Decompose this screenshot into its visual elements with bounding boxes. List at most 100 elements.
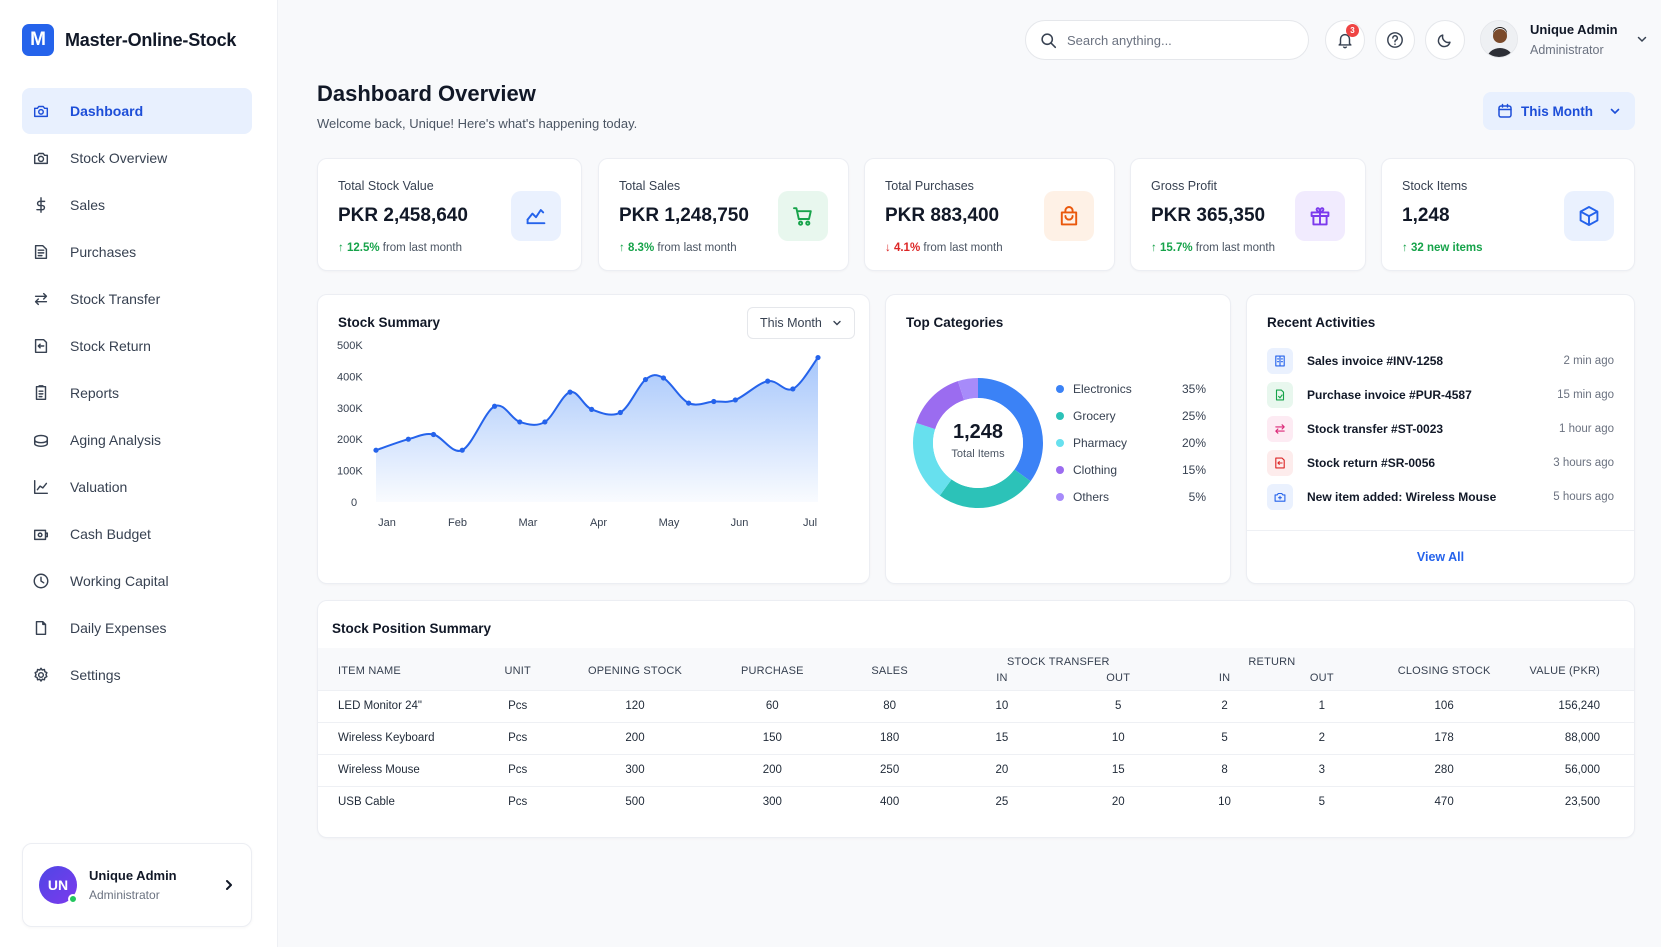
stat-icon-box xyxy=(1044,191,1094,241)
sidebar-item-label: Valuation xyxy=(70,479,128,495)
stat-delta: ↓ 4.1% from last month xyxy=(885,242,1003,254)
legend-label: Grocery xyxy=(1073,408,1116,423)
table-cell: 5 xyxy=(1061,689,1175,722)
stat-card-gross-profit: Gross Profit PKR 365,350 ↑ 15.7% from last… xyxy=(1130,158,1366,271)
help-button[interactable] xyxy=(1375,20,1415,60)
brand-logo: M xyxy=(22,24,54,56)
sidebar: M Master-Online-Stock Dashboard Stock Ove… xyxy=(0,0,278,947)
sidebar-item-daily-expenses[interactable]: Daily Expenses xyxy=(22,605,252,651)
help-icon xyxy=(1387,32,1403,48)
sidebar-user-card[interactable]: UN Unique Admin Administrator xyxy=(22,843,252,927)
sidebar-item-sales[interactable]: Sales xyxy=(22,182,252,228)
x-tick-label: Jul xyxy=(803,517,817,529)
table-cell: 88,000 xyxy=(1519,721,1634,754)
legend-percent: 5% xyxy=(1188,489,1206,504)
sidebar-item-label: Stock Overview xyxy=(70,150,168,166)
stat-delta-text: from last month xyxy=(382,242,463,254)
sidebar-item-dashboard[interactable]: Dashboard xyxy=(22,88,252,134)
x-tick-label: Feb xyxy=(448,517,467,529)
legend-label: Pharmacy xyxy=(1073,435,1128,450)
donut-center-value: 1,248 xyxy=(952,421,1004,443)
y-tick-label: 500K xyxy=(337,340,363,352)
data-point xyxy=(405,436,411,442)
chevron-down-icon xyxy=(1610,108,1620,115)
y-tick-label: 200K xyxy=(337,434,363,446)
table-cell: 200 xyxy=(562,721,708,754)
table-cell: 150 xyxy=(707,721,838,754)
table-row[interactable]: USB Cable Pcs 500 300 400 25 20 10 5 470 23,500 xyxy=(318,785,1634,818)
sidebar-item-purchases[interactable]: Purchases xyxy=(22,229,252,275)
profile-menu[interactable]: Unique Admin Administrator xyxy=(1480,20,1648,58)
notification-badge: 3 xyxy=(1346,24,1359,37)
notifications-button[interactable]: 3 xyxy=(1325,20,1365,60)
search-bar[interactable] xyxy=(1025,20,1309,60)
view-all-link[interactable]: View All xyxy=(1416,550,1465,564)
table-cell: 300 xyxy=(707,785,838,818)
activity-icon-box xyxy=(1267,348,1293,374)
stat-delta: ↑ 15.7% from last month xyxy=(1151,242,1275,254)
stat-value: 1,248 xyxy=(1402,205,1450,226)
dashboard-icon xyxy=(33,105,49,118)
chevron-down-icon xyxy=(833,320,841,326)
sidebar-item-valuation[interactable]: Valuation xyxy=(22,464,252,510)
top-categories-card: Top Categories 1,248 Total Items Electro… xyxy=(885,294,1231,584)
stat-card-total-sales: Total Sales PKR 1,248,750 ↑ 8.3% from last… xyxy=(598,158,849,271)
sidebar-nav: Dashboard Stock Overview Sales Purchases Sto… xyxy=(22,88,252,699)
legend-percent: 20% xyxy=(1182,435,1207,450)
legend-swatch xyxy=(1056,411,1064,420)
legend-percent: 15% xyxy=(1182,462,1207,477)
sidebar-item-settings[interactable]: Settings xyxy=(22,652,252,698)
stat-icon-box xyxy=(1295,191,1345,241)
activity-item[interactable]: Stock transfer #ST-0023 1 hour ago xyxy=(1267,412,1614,446)
data-point xyxy=(660,375,667,381)
legend-percent: 25% xyxy=(1182,408,1207,423)
sidebar-item-working-capital[interactable]: Working Capital xyxy=(22,558,252,604)
activity-icon-box xyxy=(1267,382,1293,408)
stat-delta-text: from last month xyxy=(1195,242,1276,254)
period-selector[interactable]: This Month xyxy=(1483,92,1635,130)
table-cell: 2 xyxy=(1174,689,1275,722)
table-cell: USB Cable xyxy=(318,785,473,818)
stat-delta-arrow: ↓ xyxy=(885,242,891,254)
donut-hole xyxy=(933,398,1023,488)
table-cell: 280 xyxy=(1369,753,1519,786)
avatar-initials: UN xyxy=(47,877,69,893)
data-point xyxy=(373,447,379,453)
stock-summary-period-select[interactable]: This Month xyxy=(747,307,855,339)
gift-icon xyxy=(1310,207,1330,226)
table-header: ITEM NAME UNIT OPENING STOCK PURCHASE SA… xyxy=(318,648,1634,690)
sidebar-item-stock-overview[interactable]: Stock Overview xyxy=(22,135,252,181)
sidebar-item-reports[interactable]: Reports xyxy=(22,370,252,416)
table-row[interactable]: LED Monitor 24" Pcs 120 60 80 10 5 2 1 106 156,240 xyxy=(318,689,1634,722)
data-point xyxy=(765,378,771,384)
stat-value: PKR 1,248,750 xyxy=(619,205,749,226)
activity-item[interactable]: Stock return #SR-0056 3 hours ago xyxy=(1267,446,1614,480)
search-input[interactable] xyxy=(1067,32,1287,48)
activity-item[interactable]: New item added: Wireless Mouse 5 hours ag… xyxy=(1267,480,1614,514)
table-cell: 120 xyxy=(562,689,708,722)
y-tick-label: 300K xyxy=(337,403,363,415)
sidebar-item-stock-transfer[interactable]: Stock Transfer xyxy=(22,276,252,322)
activity-item[interactable]: Purchase invoice #PUR-4587 15 min ago xyxy=(1267,378,1614,412)
profile-name: Unique Admin xyxy=(1530,21,1618,37)
sidebar-item-aging-analysis[interactable]: Aging Analysis xyxy=(22,417,252,463)
stock-summary-period-label: This Month xyxy=(760,316,822,330)
sidebar-item-label: Settings xyxy=(70,667,121,683)
activity-text: Stock return #SR-0056 xyxy=(1307,456,1436,470)
table-cell: Pcs xyxy=(472,689,563,722)
table-cell: 156,240 xyxy=(1519,689,1634,722)
table-row[interactable]: Wireless Keyboard Pcs 200 150 180 15 10 5 2 178 88… xyxy=(318,721,1634,754)
x-tick-label: Jun xyxy=(731,517,749,529)
col-transfer-in: IN xyxy=(996,671,1008,684)
table-row[interactable]: Wireless Mouse Pcs 300 200 250 20 15 8 3 280 56,00… xyxy=(318,753,1634,786)
period-label: This Month xyxy=(1521,103,1593,119)
table-cell: 23,500 xyxy=(1519,785,1634,818)
stat-card-stock-items: Stock Items 1,248 ↑ 32 new items xyxy=(1381,158,1635,271)
stack-icon xyxy=(33,434,49,448)
brand[interactable]: M Master-Online-Stock xyxy=(22,24,236,56)
activity-item[interactable]: Sales invoice #INV-1258 2 min ago xyxy=(1267,344,1614,378)
stock-position-title: Stock Position Summary xyxy=(332,621,492,636)
sidebar-item-stock-return[interactable]: Stock Return xyxy=(22,323,252,369)
sidebar-item-cash-budget[interactable]: Cash Budget xyxy=(22,511,252,557)
dark-mode-toggle[interactable] xyxy=(1425,20,1465,60)
